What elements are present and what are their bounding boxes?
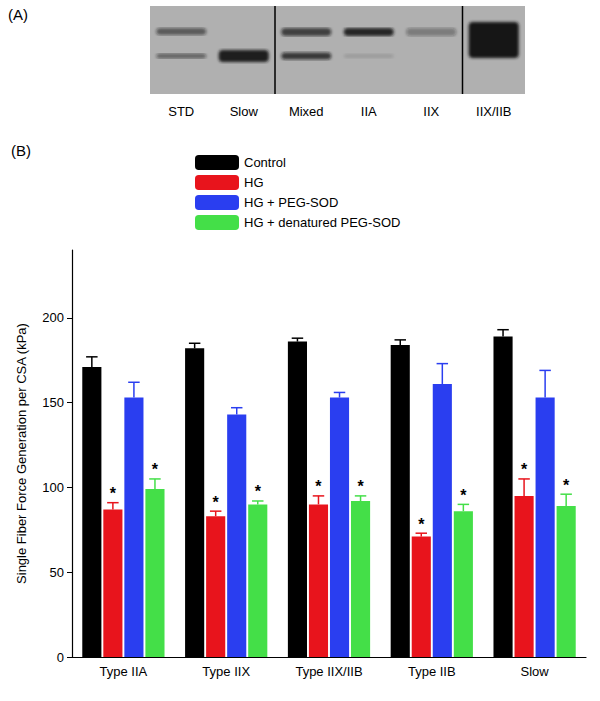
- svg-text:*: *: [110, 485, 117, 502]
- svg-text:150: 150: [42, 395, 64, 410]
- svg-text:Type IIA: Type IIA: [100, 664, 148, 679]
- svg-text:Type IIX: Type IIX: [202, 664, 250, 679]
- svg-text:*: *: [315, 478, 322, 495]
- svg-text:STD: STD: [168, 104, 194, 119]
- svg-text:(B): (B): [11, 142, 31, 159]
- svg-text:(A): (A): [8, 6, 28, 23]
- svg-text:*: *: [357, 478, 364, 495]
- svg-text:Control: Control: [244, 155, 286, 170]
- svg-text:HG + denatured PEG-SOD: HG + denatured PEG-SOD: [244, 215, 400, 230]
- svg-text:*: *: [460, 487, 467, 504]
- svg-text:200: 200: [42, 310, 64, 325]
- svg-text:Type IIX/IIB: Type IIX/IIB: [295, 664, 362, 679]
- svg-text:Slow: Slow: [230, 104, 259, 119]
- svg-text:*: *: [255, 483, 262, 500]
- svg-text:0: 0: [57, 650, 64, 665]
- svg-text:Slow: Slow: [521, 664, 550, 679]
- svg-text:IIX/IIB: IIX/IIB: [476, 104, 511, 119]
- svg-text:*: *: [152, 461, 159, 478]
- svg-text:*: *: [563, 477, 570, 494]
- svg-text:*: *: [418, 516, 425, 533]
- svg-text:HG: HG: [244, 175, 264, 190]
- svg-text:Mixed: Mixed: [289, 104, 324, 119]
- svg-text:Type IIB: Type IIB: [408, 664, 456, 679]
- svg-text:*: *: [521, 461, 528, 478]
- svg-text:IIA: IIA: [361, 104, 377, 119]
- svg-text:IIX: IIX: [423, 104, 439, 119]
- svg-text:Single Fiber Force Generation: Single Fiber Force Generation per CSA (k…: [14, 323, 29, 584]
- svg-text:50: 50: [50, 565, 64, 580]
- svg-text:HG + PEG-SOD: HG + PEG-SOD: [244, 195, 338, 210]
- svg-text:*: *: [213, 494, 220, 511]
- svg-text:100: 100: [42, 480, 64, 495]
